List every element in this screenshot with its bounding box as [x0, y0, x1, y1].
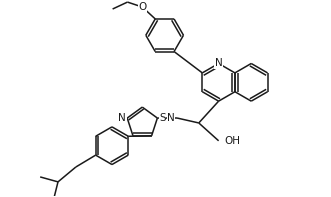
- Text: S: S: [159, 113, 166, 123]
- Text: OH: OH: [224, 136, 241, 146]
- Text: N: N: [215, 59, 222, 69]
- Text: O: O: [138, 2, 146, 12]
- Text: N: N: [118, 113, 126, 123]
- Text: N: N: [167, 113, 175, 123]
